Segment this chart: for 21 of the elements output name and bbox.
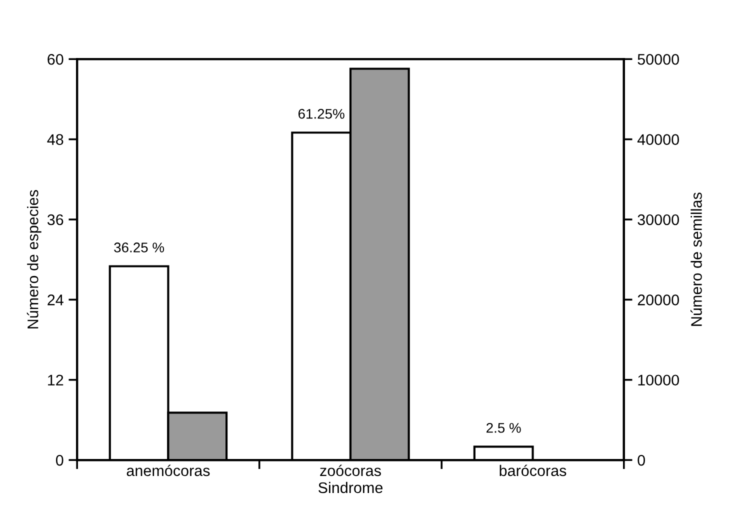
y2-tick-label: 40000: [637, 134, 679, 145]
y2-tick-label: 10000: [638, 374, 679, 386]
y2-tick-label: 50000: [638, 54, 679, 65]
annotation: 2.5 %: [486, 422, 521, 433]
y2-tick-label: 20000: [638, 294, 679, 306]
y-tick-label: 24: [48, 294, 64, 306]
y-tick-label: 36: [47, 214, 64, 226]
x-tick-label: zoócoras: [320, 464, 381, 476]
y2-tick-label: 30000: [638, 214, 679, 226]
annotation: 61.25%: [298, 108, 344, 119]
x-tick-label: barócoras: [500, 464, 566, 476]
y-tick-label: 0: [56, 454, 64, 466]
x-axis-title: Sindrome: [318, 482, 382, 494]
annotation: 36.25 %: [114, 242, 164, 252]
y-tick-label: 48: [47, 134, 64, 145]
y-tick-label: 12: [48, 374, 64, 386]
x-tick-label: anemócoras: [126, 464, 210, 476]
y-axis-title: Número de especies: [26, 190, 42, 328]
y-tick-label: 60: [48, 54, 64, 65]
y2-tick-label: 0: [638, 454, 645, 466]
y2-axis-title: Número de semillas: [690, 192, 702, 326]
